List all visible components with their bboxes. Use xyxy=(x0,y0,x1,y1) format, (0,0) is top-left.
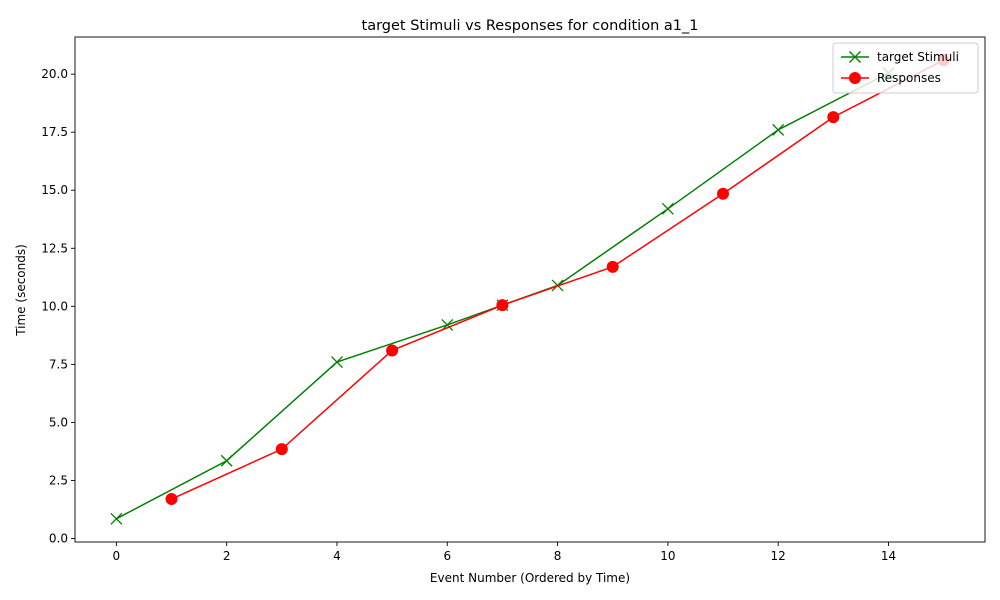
x-marker-stroke xyxy=(661,202,674,215)
x-tick-label: 8 xyxy=(554,549,562,563)
data-point-target-stimuli-7 xyxy=(772,123,785,136)
data-point-responses-5 xyxy=(717,187,730,200)
x-tick-label: 14 xyxy=(881,549,896,563)
chart-title: target Stimuli vs Responses for conditio… xyxy=(362,18,699,34)
legend: target Stimuli Responses xyxy=(832,42,979,94)
data-point-responses-0 xyxy=(165,493,178,506)
y-tick-label: 12.5 xyxy=(41,241,68,255)
x-tick-label: 12 xyxy=(771,549,786,563)
x-tick-label: 0 xyxy=(113,549,121,563)
y-tick-label: 15.0 xyxy=(41,183,68,197)
y-axis-title: Time (seconds) xyxy=(14,244,28,337)
data-point-responses-6 xyxy=(827,111,840,124)
y-tick-label: 0.0 xyxy=(49,532,68,546)
x-axis-title: Event Number (Ordered by Time) xyxy=(430,571,630,585)
legend-marker-stroke xyxy=(849,51,861,63)
y-tick-label: 17.5 xyxy=(41,125,68,139)
data-point-responses-2 xyxy=(386,344,399,357)
legend-label: Responses xyxy=(877,71,941,85)
legend-box xyxy=(832,42,979,94)
x-marker-stroke xyxy=(110,512,123,525)
axes: 0 2 4 6 8 10 12 14 0.0 2.5 5.0 7.5 10.0 12.5 15.0 17.5 2… xyxy=(41,36,986,563)
y-tick-label: 7.5 xyxy=(49,357,68,371)
x-marker-stroke xyxy=(772,123,785,136)
data-point-target-stimuli-1 xyxy=(220,454,233,467)
y-tick-label: 5.0 xyxy=(49,415,68,429)
data-point-target-stimuli-2 xyxy=(331,356,343,369)
y-tick-label: 10.0 xyxy=(41,299,68,313)
y-tick-label: 20.0 xyxy=(41,67,68,81)
x-tick-label: 2 xyxy=(223,549,231,563)
legend-entry-responses: Responses xyxy=(841,71,941,85)
x-marker-stroke xyxy=(220,454,233,467)
series-line-responses xyxy=(171,59,944,500)
x-tick-label: 6 xyxy=(443,549,451,563)
x-tick-label: 10 xyxy=(660,549,675,563)
x-marker-stroke xyxy=(331,356,343,369)
data-point-responses-1 xyxy=(275,443,288,456)
legend-marker xyxy=(849,72,861,84)
legend-entry-target-stimuli: target Stimuli xyxy=(841,50,959,64)
data-point-responses-3 xyxy=(496,299,509,312)
legend-label: target Stimuli xyxy=(877,50,959,64)
y-tick-label: 2.5 xyxy=(49,473,68,487)
data-point-responses-4 xyxy=(606,260,619,273)
data-point-target-stimuli-0 xyxy=(110,512,123,525)
x-tick-label: 4 xyxy=(333,549,341,563)
data-point-target-stimuli-6 xyxy=(661,202,674,215)
plot-frame xyxy=(74,36,986,543)
